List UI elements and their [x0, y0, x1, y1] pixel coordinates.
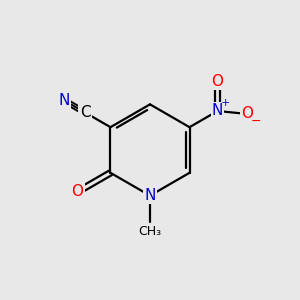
Text: N: N: [144, 188, 156, 203]
Text: O: O: [71, 184, 83, 200]
Text: N: N: [59, 93, 70, 108]
Text: −: −: [251, 115, 262, 128]
Text: O: O: [212, 74, 224, 89]
Text: O: O: [241, 106, 253, 122]
Text: C: C: [80, 105, 90, 120]
Text: N: N: [212, 103, 223, 118]
Text: CH₃: CH₃: [138, 225, 162, 238]
Text: +: +: [221, 98, 230, 108]
